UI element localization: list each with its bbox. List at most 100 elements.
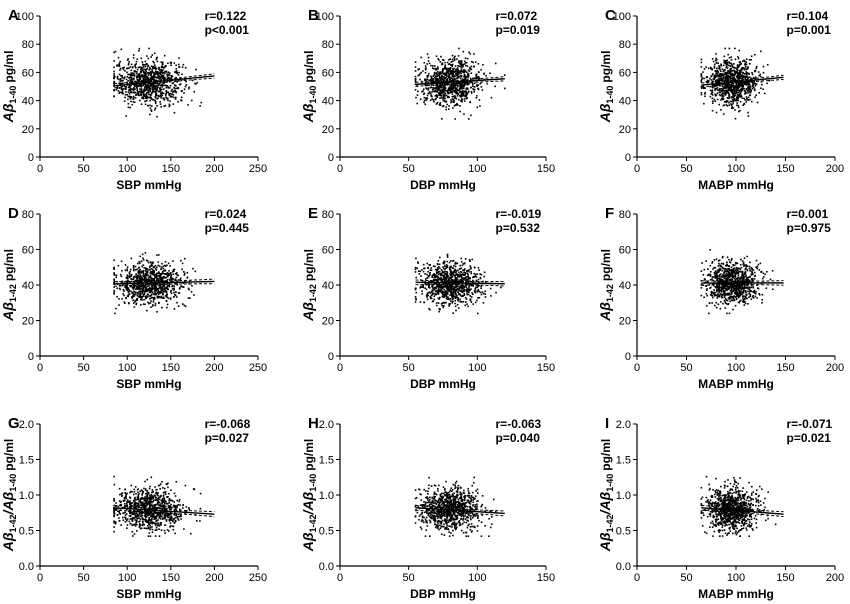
data-point [447, 275, 450, 278]
data-point [725, 101, 728, 104]
data-point [470, 65, 473, 68]
data-point [725, 63, 728, 65]
data-point [462, 93, 465, 95]
data-point [477, 63, 480, 65]
data-point [148, 266, 151, 269]
data-point [725, 104, 728, 106]
data-point [136, 297, 139, 300]
data-point [700, 73, 703, 75]
data-point [113, 83, 115, 85]
data-point [168, 94, 171, 97]
data-point [751, 100, 753, 103]
data-point [136, 268, 138, 271]
data-point [150, 268, 153, 270]
ci-upper-band [114, 278, 215, 283]
data-point [427, 56, 430, 59]
data-point [463, 78, 466, 80]
data-point [113, 278, 115, 280]
data-point [142, 303, 145, 305]
data-point [157, 278, 160, 280]
data-point [152, 77, 155, 79]
data-point [449, 70, 452, 72]
data-point [145, 80, 148, 83]
data-point [124, 93, 127, 96]
data-point [187, 297, 190, 299]
data-point [474, 289, 476, 292]
data-point [150, 72, 153, 75]
data-point [456, 69, 459, 71]
data-point [176, 301, 178, 304]
p-value: p=0.445 [205, 221, 250, 235]
data-point [113, 80, 115, 83]
data-point [702, 85, 704, 87]
data-point [416, 267, 419, 270]
data-point [480, 273, 483, 276]
data-point [480, 81, 483, 84]
data-point [116, 87, 119, 90]
data-point [440, 94, 443, 97]
data-point [465, 95, 468, 98]
data-point [450, 290, 452, 293]
data-point [165, 290, 167, 292]
data-point [704, 95, 706, 98]
data-point [160, 76, 163, 79]
data-point [480, 68, 482, 71]
x-tick-label: 0 [337, 362, 343, 374]
data-point [729, 83, 732, 86]
data-point [443, 94, 446, 96]
data-point [735, 88, 738, 91]
panel-letter: C [605, 7, 616, 24]
data-point [434, 89, 437, 91]
data-point [159, 73, 162, 76]
data-point [485, 74, 487, 77]
data-point [435, 97, 437, 100]
data-point [425, 97, 428, 99]
data-point [149, 107, 152, 109]
data-point [427, 74, 430, 77]
data-point [742, 79, 744, 81]
data-point [427, 60, 430, 62]
data-point [145, 78, 148, 81]
data-point [436, 78, 438, 80]
data-point [146, 271, 149, 274]
data-point [149, 72, 151, 75]
data-point [722, 98, 725, 100]
data-point [446, 282, 448, 285]
data-point [138, 94, 141, 97]
data-point [463, 277, 465, 279]
data-point [424, 68, 427, 71]
data-point [465, 284, 467, 287]
data-point [745, 63, 747, 66]
data-point [710, 286, 712, 289]
data-point [453, 105, 456, 107]
data-point [165, 273, 167, 276]
data-point [133, 86, 136, 88]
data-point [428, 291, 431, 293]
data-point [154, 99, 156, 102]
data-point [429, 264, 432, 266]
data-point [117, 90, 120, 92]
x-axis-title: SBP mmHg [116, 178, 181, 192]
data-point [451, 276, 454, 278]
data-point [479, 291, 482, 294]
data-point [705, 76, 708, 79]
data-point [153, 74, 156, 77]
data-point [738, 70, 741, 72]
data-point [729, 100, 732, 103]
data-point [129, 285, 132, 288]
data-point [144, 78, 147, 80]
data-point [713, 98, 716, 101]
data-point [157, 289, 160, 292]
data-point [132, 98, 134, 100]
data-point [141, 291, 143, 294]
data-point [745, 61, 747, 63]
data-point [141, 277, 144, 280]
data-point [743, 60, 746, 63]
data-point [744, 62, 746, 65]
data-point [172, 260, 174, 262]
data-point [128, 275, 131, 277]
data-point [180, 99, 183, 102]
data-point [153, 279, 156, 282]
x-tick-label: 100 [468, 163, 486, 175]
